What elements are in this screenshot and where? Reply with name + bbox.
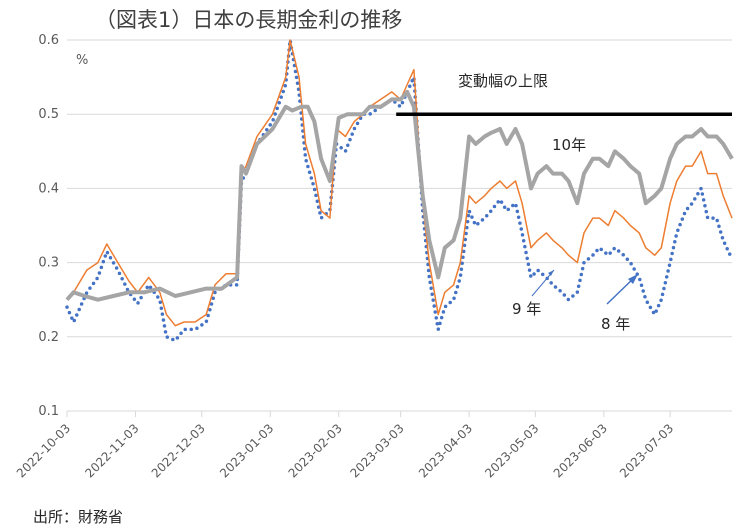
nine-year-label: 9 年 xyxy=(512,300,541,318)
x-tick-label: 2022-11-03 xyxy=(82,421,141,480)
x-tick-label: 2023-04-03 xyxy=(416,421,475,480)
y-tick-label: 0.5 xyxy=(38,107,59,122)
nine-year-arrowhead xyxy=(548,270,554,276)
y-tick-label: 0.4 xyxy=(38,181,59,196)
x-tick-label: 2023-02-03 xyxy=(286,421,345,480)
x-tick-labels: 2022-10-03 2022-11-03 2022-12-03 2023-01-03… xyxy=(14,421,676,480)
x-tick-label: 2023-07-03 xyxy=(617,421,676,480)
series-layer xyxy=(65,38,734,343)
series-10-year xyxy=(65,89,734,302)
y-tick-label: 0.1 xyxy=(38,404,59,419)
eight-year-label: 8 年 xyxy=(601,315,630,333)
y-tick-label: 0.6 xyxy=(38,33,59,48)
x-tick-label: 2023-05-03 xyxy=(482,421,541,480)
x-tick-label: 2023-06-03 xyxy=(551,421,610,480)
y-axis-unit: % xyxy=(76,53,88,68)
chart-title: （図表1）日本の長期金利の推移 xyxy=(95,8,402,32)
x-tick-label: 2022-10-03 xyxy=(14,421,73,480)
source-note: 出所：財務省 xyxy=(33,508,123,526)
series-9-year xyxy=(66,39,733,327)
y-tick-labels: 0.1 0.2 0.3 0.4 0.5 0.6 xyxy=(38,33,59,419)
y-tick-label: 0.3 xyxy=(38,256,59,271)
y-tick-label: 0.2 xyxy=(38,330,59,345)
series-8-year xyxy=(65,38,734,343)
cap-label: 変動幅の上限 xyxy=(458,72,548,90)
x-axis xyxy=(66,410,732,417)
x-tick-label: 2023-01-03 xyxy=(217,421,276,480)
x-tick-label: 2022-12-03 xyxy=(149,421,208,480)
eight-year-arrowhead xyxy=(628,274,638,284)
ten-year-label: 10年 xyxy=(552,136,586,154)
x-tick-label: 2023-03-03 xyxy=(348,421,407,480)
